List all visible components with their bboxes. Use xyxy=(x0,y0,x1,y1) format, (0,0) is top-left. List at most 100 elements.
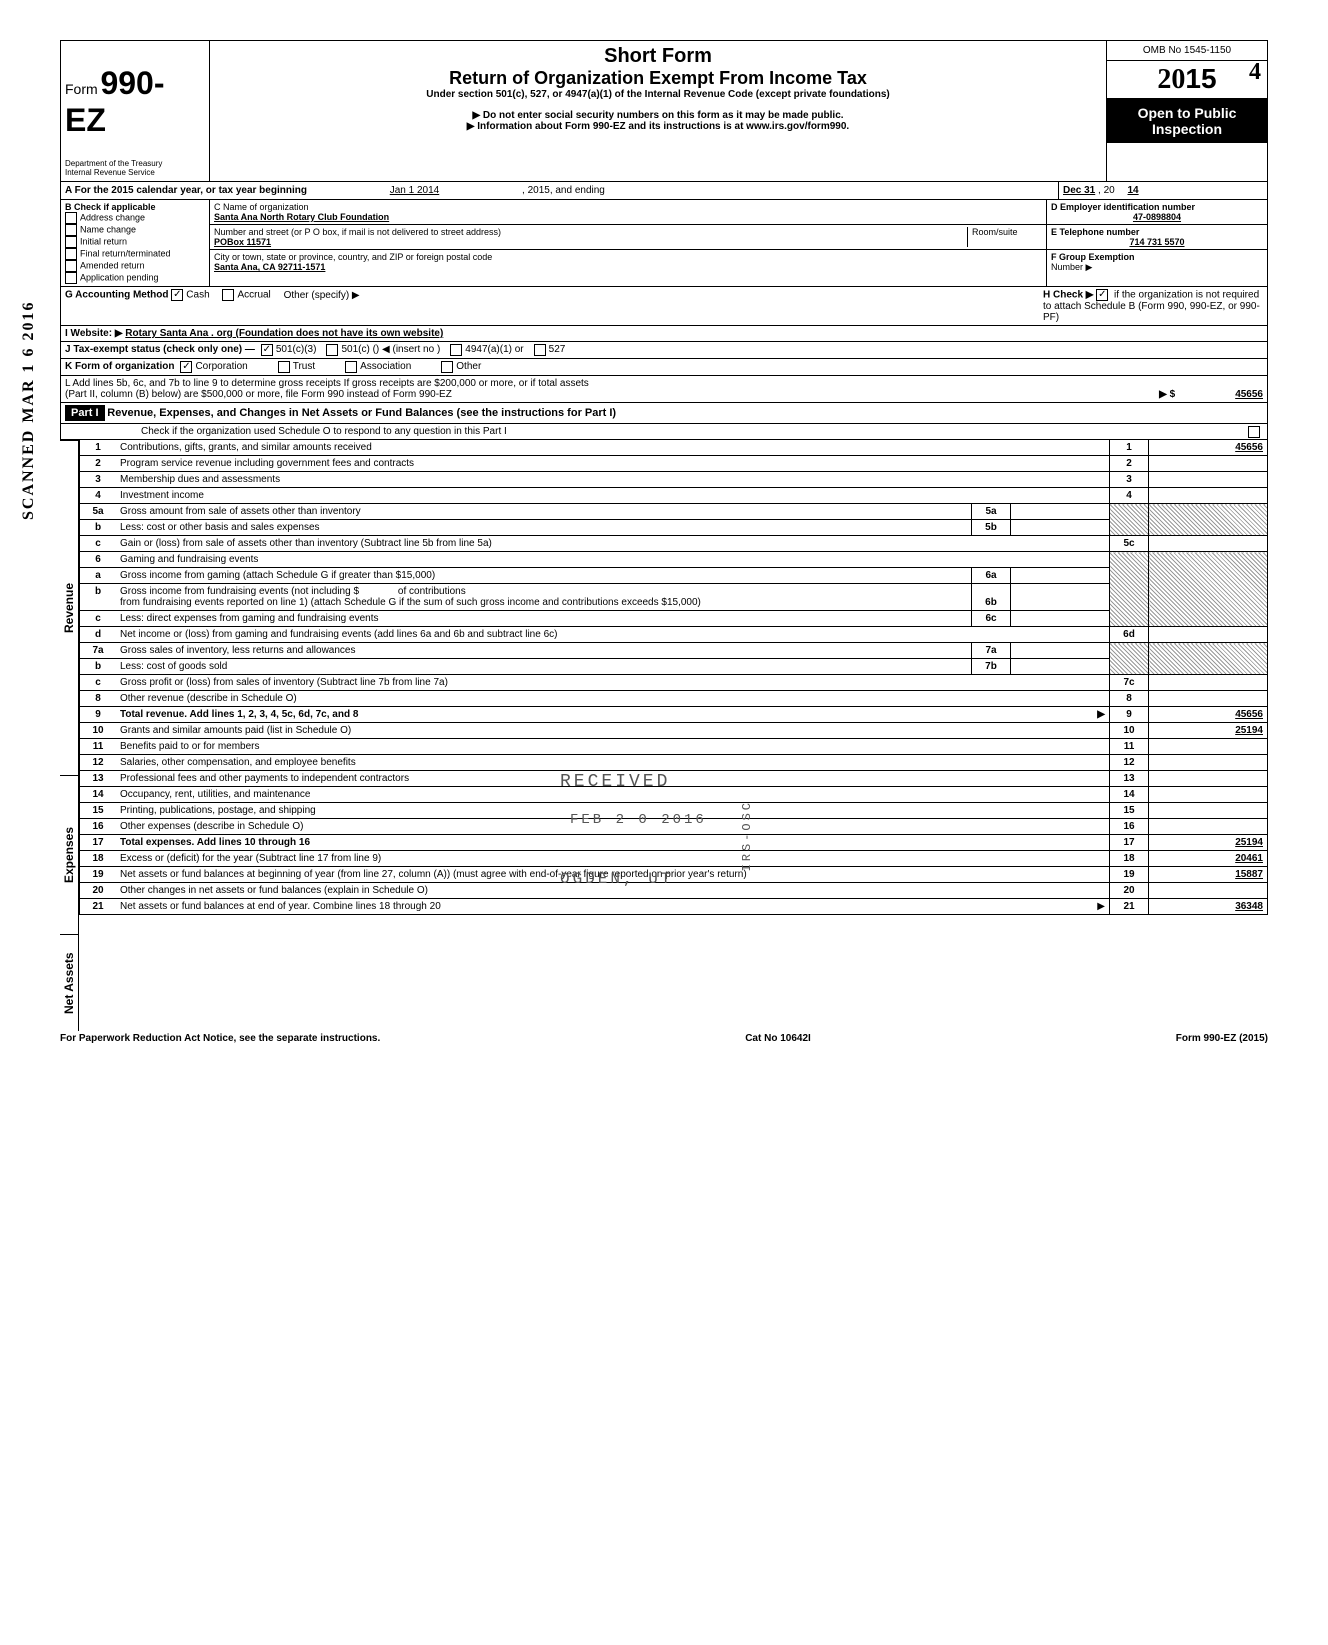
h-label: H Check ▶ xyxy=(1043,290,1093,301)
l-line1: L Add lines 5b, 6c, and 7b to line 9 to … xyxy=(65,378,1263,389)
line-19: 19Net assets or fund balances at beginni… xyxy=(80,867,1268,883)
end-year-prefix: , 20 xyxy=(1098,185,1115,196)
b-item-1: Name change xyxy=(80,224,136,234)
year-handwritten: 4 xyxy=(1249,59,1261,86)
other-specify: Other (specify) ▶ xyxy=(284,290,360,301)
open-to-public: Open to Public Inspection xyxy=(1107,99,1267,143)
line-7b: bLess: cost of goods sold7b xyxy=(80,659,1268,675)
phone-value: 714 731 5570 xyxy=(1051,237,1263,247)
line-7c: cGross profit or (loss) from sales of in… xyxy=(80,675,1268,691)
line-8: 8Other revenue (describe in Schedule O)8 xyxy=(80,691,1268,707)
line-14: 14Occupancy, rent, utilities, and mainte… xyxy=(80,787,1268,803)
k-opt3: Association xyxy=(360,361,411,373)
f-group-label: F Group Exemption xyxy=(1051,252,1135,262)
net-assets-label: Net Assets xyxy=(60,934,79,1031)
k-opt1: Corporation xyxy=(195,361,247,373)
row-a-tax-year: A For the 2015 calendar year, or tax yea… xyxy=(60,182,1268,200)
checkbox-application-pending[interactable] xyxy=(65,272,77,284)
line-6: 6Gaming and fundraising events xyxy=(80,552,1268,568)
row-j: J Tax-exempt status (check only one) — 5… xyxy=(60,342,1268,359)
b-item-0: Address change xyxy=(80,212,145,222)
row-l: L Add lines 5b, 6c, and 7b to line 9 to … xyxy=(60,376,1268,403)
omb-number: OMB No 1545-1150 xyxy=(1107,41,1267,61)
j-opt4: 527 xyxy=(549,344,566,356)
end-year: 14 xyxy=(1128,185,1139,196)
line-5b: bLess: cost or other basis and sales exp… xyxy=(80,520,1268,536)
c-city-label: City or town, state or province, country… xyxy=(214,252,1042,262)
k-opt2: Trust xyxy=(293,361,315,373)
k-opt4: Other xyxy=(456,361,481,373)
page-footer: For Paperwork Reduction Act Notice, see … xyxy=(60,1031,1268,1044)
short-form-title: Short Form xyxy=(218,45,1098,68)
checkbox-4947[interactable] xyxy=(450,344,462,356)
checkbox-other-org[interactable] xyxy=(441,361,453,373)
dept-treasury: Department of the Treasury xyxy=(65,159,205,168)
b-item-4: Amended return xyxy=(80,260,145,270)
info-link: ▶ Information about Form 990-EZ and its … xyxy=(218,121,1098,132)
line-6c: cLess: direct expenses from gaming and f… xyxy=(80,611,1268,627)
checkbox-501c3[interactable] xyxy=(261,344,273,356)
checkbox-501c[interactable] xyxy=(326,344,338,356)
line-10: 10Grants and similar amounts paid (list … xyxy=(80,723,1268,739)
section-bcdef: B Check if applicable Address change Nam… xyxy=(60,200,1268,287)
cat-number: Cat No 10642I xyxy=(745,1033,811,1044)
l-line2: (Part II, column (B) below) are $500,000… xyxy=(65,389,452,400)
website-value: Rotary Santa Ana . org (Foundation does … xyxy=(125,328,443,339)
line-1: 1Contributions, gifts, grants, and simil… xyxy=(80,440,1268,456)
checkbox-association[interactable] xyxy=(345,361,357,373)
checkbox-final-return[interactable] xyxy=(65,248,77,260)
city-state-zip: Santa Ana, CA 92711-1571 xyxy=(214,262,1042,272)
checkbox-schedule-o[interactable] xyxy=(1248,426,1260,438)
b-item-3: Final return/terminated xyxy=(80,248,171,258)
revenue-label: Revenue xyxy=(60,440,79,775)
l-arrow: ▶ $ xyxy=(1159,389,1175,400)
line-2: 2Program service revenue including gover… xyxy=(80,456,1268,472)
line-6d: dNet income or (loss) from gaming and fu… xyxy=(80,627,1268,643)
checkbox-527[interactable] xyxy=(534,344,546,356)
e-phone-label: E Telephone number xyxy=(1051,227,1263,237)
c-name-label: C Name of organization xyxy=(214,202,1042,212)
begin-date: Jan 1 2014 xyxy=(390,185,440,196)
checkbox-address-change[interactable] xyxy=(65,212,77,224)
lines-grid: Revenue Expenses Net Assets 1Contributio… xyxy=(60,440,1268,1031)
line-3: 3Membership dues and assessments3 xyxy=(80,472,1268,488)
j-opt2b: ) ◀ (insert no ) xyxy=(376,344,440,356)
line-5a: 5aGross amount from sale of assets other… xyxy=(80,504,1268,520)
section-b-label: B Check if applicable xyxy=(65,202,205,212)
part1-label: Part I xyxy=(65,405,105,421)
checkbox-initial-return[interactable] xyxy=(65,236,77,248)
b-item-5: Application pending xyxy=(80,272,159,282)
line-17: 17Total expenses. Add lines 10 through 1… xyxy=(80,835,1268,851)
checkbox-name-change[interactable] xyxy=(65,224,77,236)
d-ein-label: D Employer identification number xyxy=(1051,202,1263,212)
form-header: Form 990-EZ Department of the Treasury I… xyxy=(60,40,1268,182)
accrual-label: Accrual xyxy=(237,290,270,301)
k-label: K Form of organization xyxy=(65,361,174,373)
line-11: 11Benefits paid to or for members11 xyxy=(80,739,1268,755)
form-version: Form 990-EZ (2015) xyxy=(1176,1033,1268,1044)
checkbox-cash[interactable] xyxy=(171,289,183,301)
form-prefix: Form xyxy=(65,81,98,97)
checkbox-trust[interactable] xyxy=(278,361,290,373)
j-opt2: 501(c) ( xyxy=(341,344,375,356)
checkbox-corporation[interactable] xyxy=(180,361,192,373)
row-a-middle: , 2015, and ending xyxy=(522,185,605,196)
line-5c: cGain or (loss) from sale of assets othe… xyxy=(80,536,1268,552)
part1-check-row: Check if the organization used Schedule … xyxy=(60,424,1268,440)
j-label: J Tax-exempt status (check only one) — xyxy=(65,344,255,356)
row-i: I Website: ▶ Rotary Santa Ana . org (Fou… xyxy=(60,326,1268,342)
checkbox-amended-return[interactable] xyxy=(65,260,77,272)
checkbox-accrual[interactable] xyxy=(222,289,234,301)
line-15: 15Printing, publications, postage, and s… xyxy=(80,803,1268,819)
line-6b: bGross income from fundraising events (n… xyxy=(80,584,1268,611)
street-address: POBox 11571 xyxy=(214,237,967,247)
c-street-label: Number and street (or P O box, if mail i… xyxy=(214,227,967,237)
row-a-label: A For the 2015 calendar year, or tax yea… xyxy=(65,185,307,196)
b-item-2: Initial return xyxy=(80,236,127,246)
scanned-stamp: SCANNED MAR 1 6 2016 xyxy=(20,300,38,520)
paperwork-notice: For Paperwork Reduction Act Notice, see … xyxy=(60,1033,380,1044)
line-7a: 7aGross sales of inventory, less returns… xyxy=(80,643,1268,659)
under-section: Under section 501(c), 527, or 4947(a)(1)… xyxy=(218,89,1098,100)
checkbox-schedule-b[interactable] xyxy=(1096,289,1108,301)
ein-value: 47-0898804 xyxy=(1051,212,1263,222)
